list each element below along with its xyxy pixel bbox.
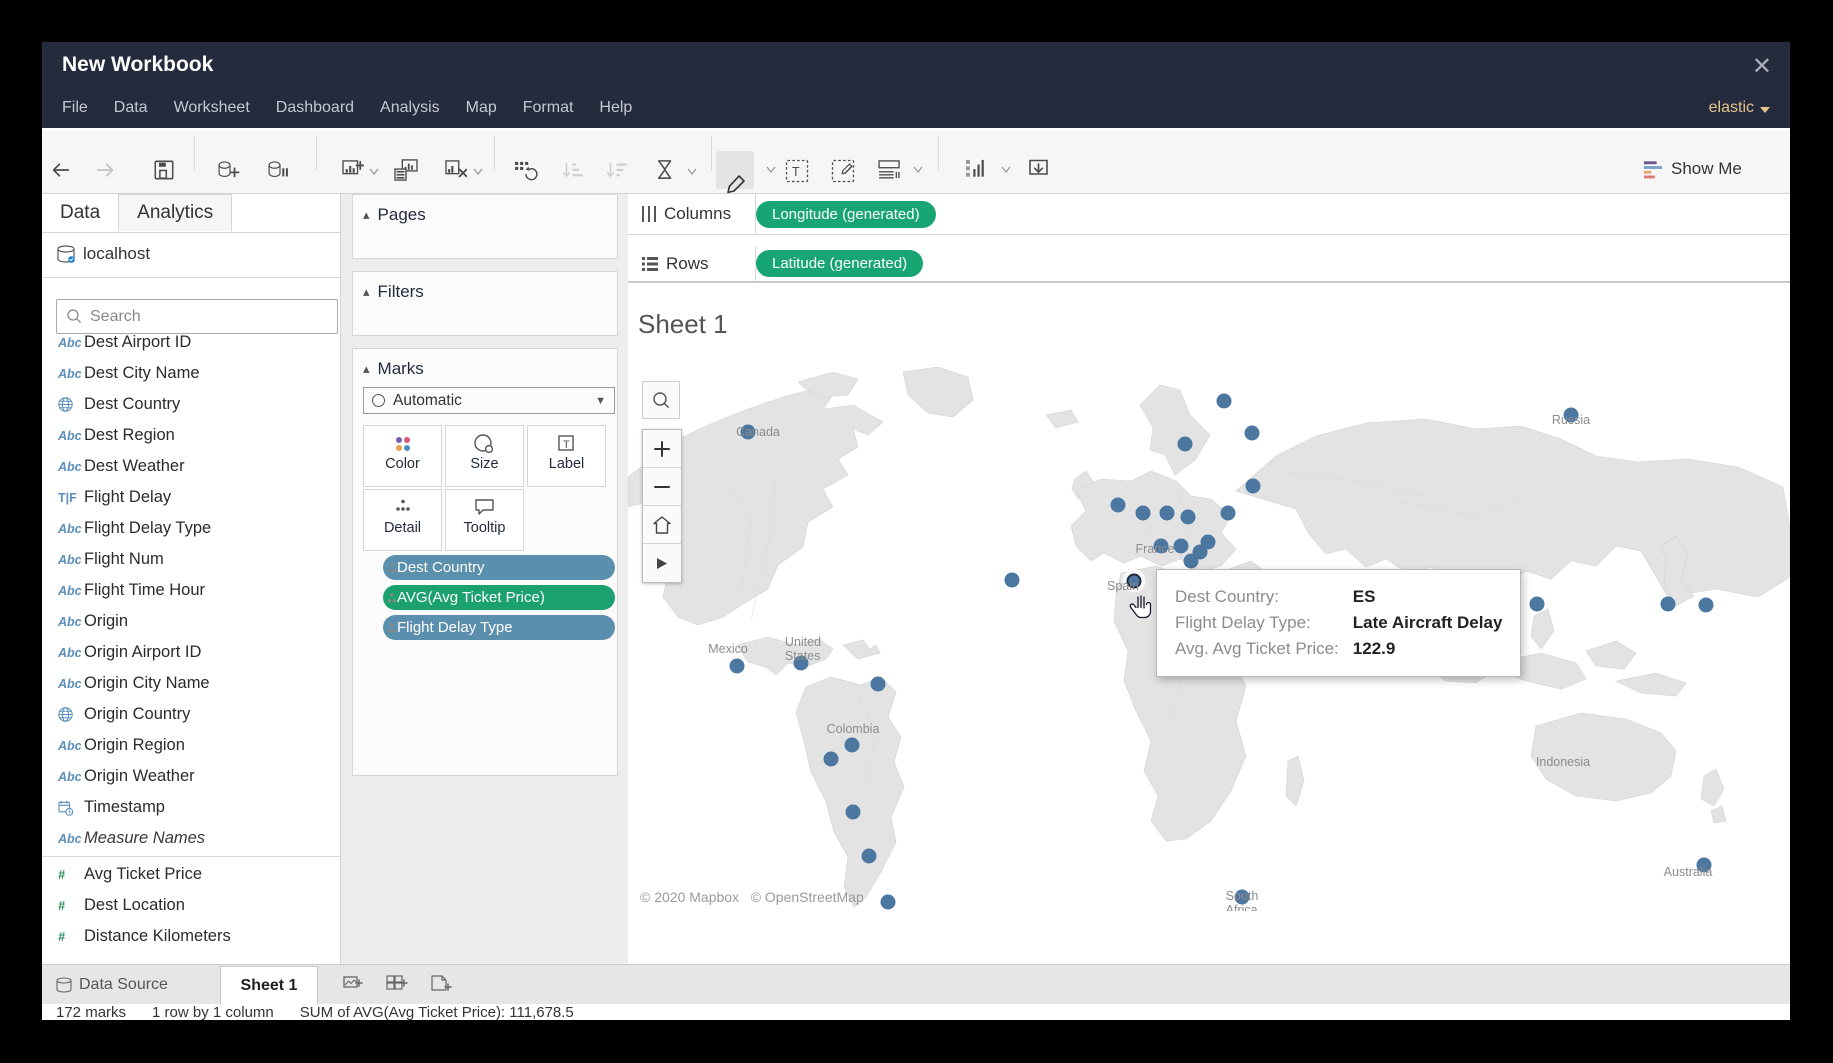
- svg-text:T: T: [792, 165, 800, 179]
- svg-text:T: T: [563, 439, 570, 451]
